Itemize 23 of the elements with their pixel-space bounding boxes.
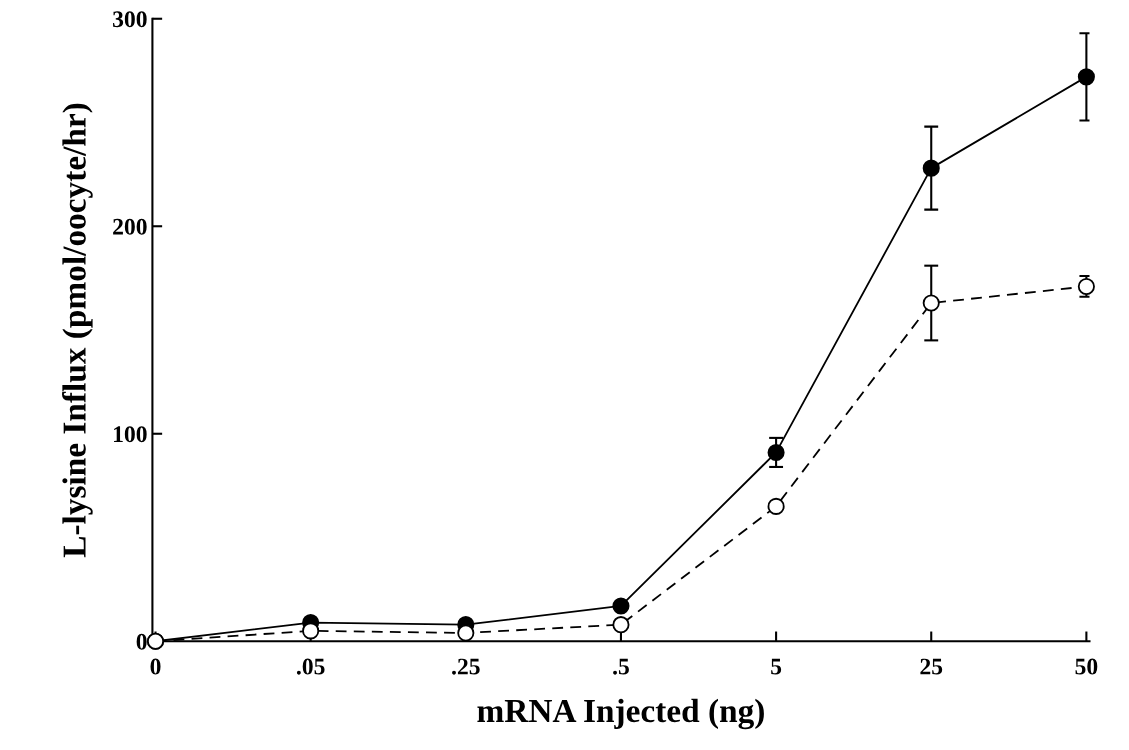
y-tick-label: 100 (114, 426, 147, 443)
point (1077, 68, 1095, 86)
x-axis-title: mRNA Injected (ng) (477, 698, 764, 730)
point (612, 616, 630, 634)
x-tick-label: 50 (1075, 658, 1098, 675)
x-tick-label: 25 (920, 658, 943, 675)
point (767, 443, 785, 461)
y-axis-title: L-lysine Influx (pmol/oocyte/hr) (62, 103, 93, 558)
x-tick-label: .05 (296, 658, 325, 675)
y-tick-label: 200 (113, 218, 147, 235)
x-tick-label: .25 (452, 658, 480, 675)
point (922, 159, 940, 177)
x-tick-label: .5 (613, 658, 629, 675)
point (612, 597, 630, 615)
y-tick-label: 0 (136, 633, 147, 650)
y-tick-label: 300 (113, 11, 147, 28)
point (1077, 277, 1095, 295)
point (767, 497, 785, 515)
point (457, 624, 475, 642)
x-tick-label: 0 (150, 658, 161, 675)
x-tick-label: 5 (771, 658, 782, 675)
point (922, 294, 940, 312)
point (302, 622, 320, 640)
